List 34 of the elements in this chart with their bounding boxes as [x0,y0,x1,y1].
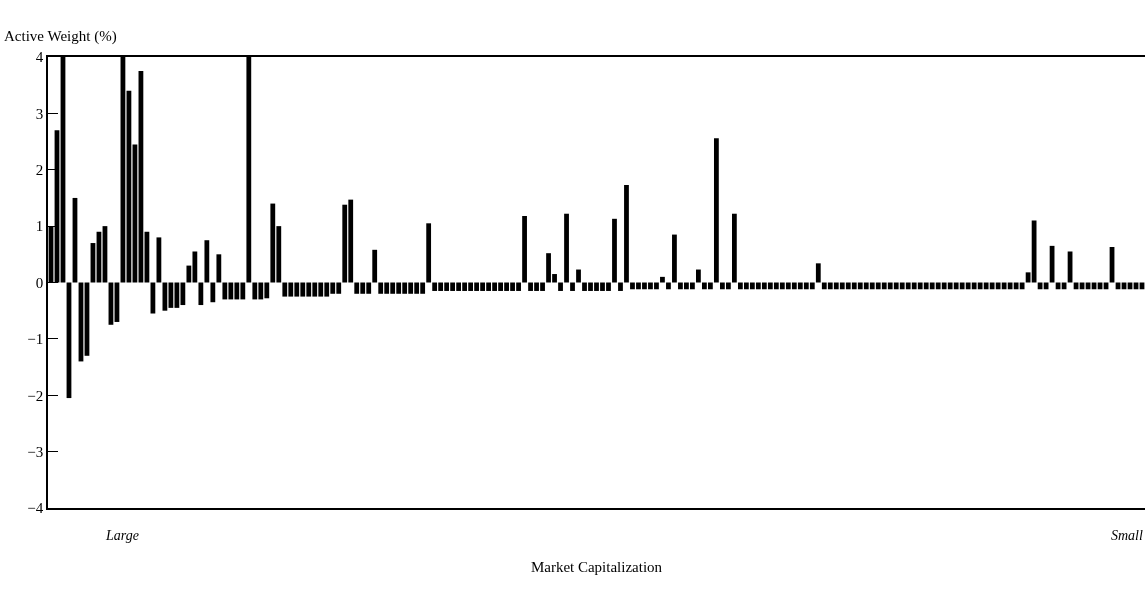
y-tick-label: 2 [35,162,44,178]
y-tick-label: 0 [35,274,44,291]
y-tick-label: 4 [35,49,44,66]
bar [618,282,623,291]
bar [576,269,581,283]
bar [713,138,719,283]
y-axis-title: Active Weight (%) [4,28,117,45]
bar [696,269,701,283]
y-tick-label: −1 [27,331,44,348]
bar [564,213,569,283]
bar [216,254,222,283]
bar [198,282,204,306]
bar [660,276,665,283]
bar [612,218,617,283]
bar [210,282,216,303]
bar [204,240,210,283]
bar [426,223,432,283]
y-tick-label: 3 [35,105,44,122]
text: Large [105,528,139,543]
y-tick-label: −3 [27,443,44,460]
bar [558,282,563,291]
bar [731,213,737,283]
bar [522,215,527,283]
y-tick-label: −2 [27,387,44,404]
text: Small [1111,528,1143,543]
bar [372,249,378,283]
x-axis-title: Market Capitalization [530,559,663,576]
bar [624,184,629,283]
bar [666,282,671,290]
bar [815,263,821,283]
y-tick-label: 1 [35,218,44,235]
bar [570,282,575,291]
bar [672,234,677,283]
y-tick-label: −4 [27,500,44,517]
